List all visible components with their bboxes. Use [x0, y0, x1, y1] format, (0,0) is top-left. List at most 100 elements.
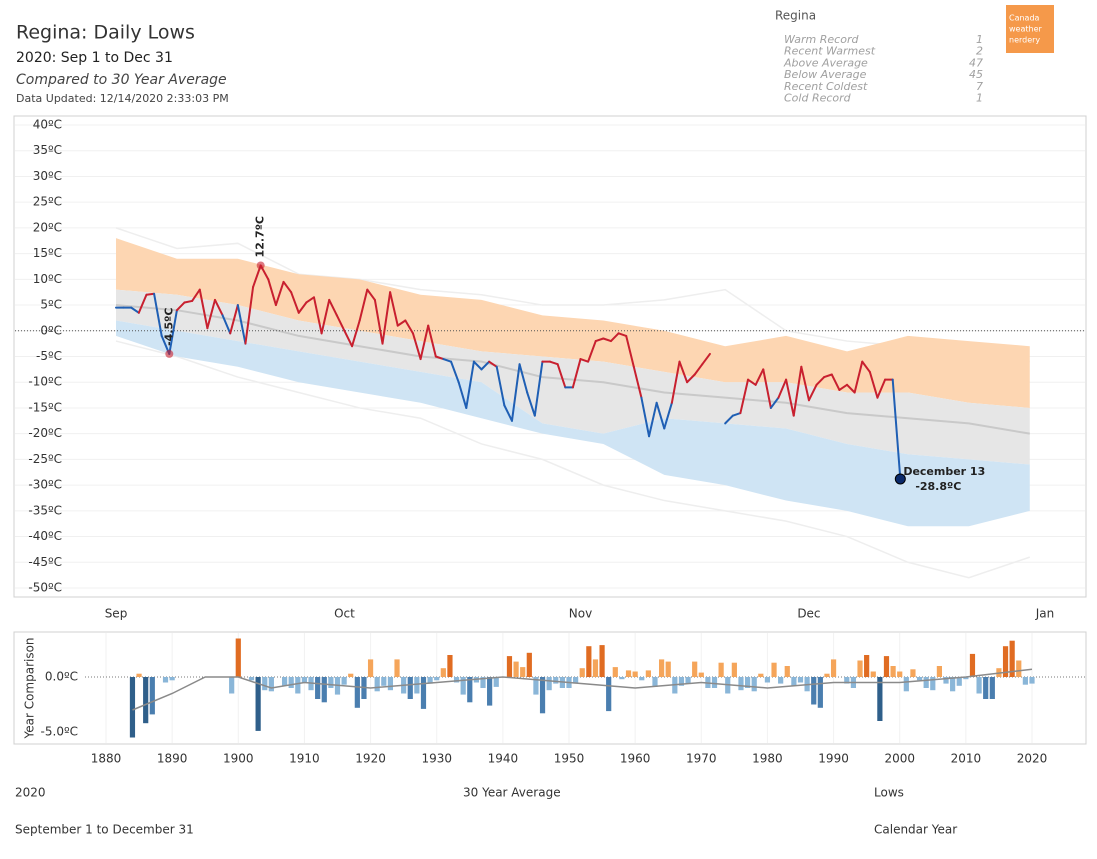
bar — [295, 677, 301, 694]
daily-low-segment — [754, 368, 765, 386]
daily-low-segment — [351, 319, 361, 348]
bar — [414, 677, 420, 694]
bar — [778, 677, 784, 684]
comparison-note: Compared to 30 Year Average — [16, 72, 227, 88]
summary-label: Warm Record — [784, 33, 859, 46]
bar — [956, 677, 962, 686]
y-tick-label: 40ºC — [33, 118, 62, 132]
bar — [573, 677, 579, 684]
daily-low-segment — [130, 306, 140, 314]
y-tick-label: 15ºC — [33, 246, 62, 260]
bar — [539, 677, 546, 714]
daily-low-segment — [472, 360, 483, 371]
daily-low-segment — [663, 401, 673, 430]
daily-low-segment — [792, 365, 803, 417]
bar — [870, 671, 876, 677]
bar — [315, 677, 321, 699]
daily-low-segment — [290, 291, 300, 314]
bar — [381, 677, 387, 686]
y-tick-label: -10ºC — [28, 375, 62, 389]
y-tick-label: -25ºC — [28, 452, 62, 466]
daily-low-segment — [343, 329, 354, 348]
daily-low-segment — [838, 383, 849, 391]
daily-low-segment — [876, 378, 887, 399]
y-tick-label: -5ºC — [36, 349, 62, 363]
bar — [281, 677, 288, 686]
x-tick-label: 1960 — [620, 752, 651, 766]
daily-low-segment — [236, 304, 247, 345]
daily-low-segment — [465, 360, 475, 409]
bar — [420, 677, 427, 709]
summary-value: 47 — [969, 56, 983, 69]
daily-low-segment — [762, 368, 772, 409]
bar — [1009, 640, 1015, 677]
y-axis-label: Year Comparison — [23, 637, 37, 739]
summary-title: Regina — [775, 9, 816, 23]
y-tick-label: -40ºC — [28, 529, 62, 543]
bar — [262, 677, 268, 691]
daily-low-segment — [427, 324, 437, 358]
bar — [969, 653, 976, 677]
x-tick-label: 1990 — [818, 752, 849, 766]
bar — [341, 677, 347, 685]
bar — [645, 670, 651, 677]
x-tick-label: 1900 — [223, 752, 254, 766]
bar — [520, 667, 526, 677]
daily-low-segment — [312, 296, 323, 335]
daily-low-segment — [747, 378, 757, 386]
daily-low-segment — [320, 298, 331, 335]
bar — [830, 659, 837, 677]
daily-low-segment — [769, 396, 780, 409]
daily-low-segment — [282, 280, 293, 294]
bar — [824, 673, 830, 677]
summary-label: Recent Warmest — [784, 45, 876, 58]
bar — [784, 666, 790, 677]
daily-low-segment — [145, 292, 156, 296]
badge-box — [1006, 5, 1054, 53]
daily-low-segment — [457, 381, 468, 409]
x-tick-label: 2010 — [951, 752, 982, 766]
bar — [625, 670, 632, 677]
bar — [791, 677, 797, 686]
bar — [162, 677, 169, 683]
bar — [903, 677, 909, 692]
daily-low-segment — [830, 373, 841, 391]
bar — [460, 677, 466, 695]
x-tick-label: Jan — [1035, 607, 1055, 621]
bar — [698, 672, 704, 677]
bar — [744, 677, 751, 688]
daily-low-segment — [807, 383, 818, 402]
summary-value: 2 — [976, 45, 983, 58]
y-tick-label: 20ºC — [33, 220, 62, 234]
bar — [652, 677, 658, 687]
daily-low-segment — [579, 358, 590, 363]
daily-low-segment — [183, 299, 194, 304]
normal-band — [116, 289, 1030, 465]
summary-value: 45 — [969, 68, 983, 81]
summary-label: Above Average — [783, 56, 868, 69]
bar — [711, 677, 718, 688]
daily-low-segment — [632, 365, 643, 399]
daily-low-segment — [503, 404, 513, 422]
bar — [844, 677, 850, 684]
bar — [394, 659, 400, 677]
bar — [678, 677, 685, 686]
daily-low-segment — [175, 301, 186, 312]
bar — [943, 677, 949, 684]
x-tick-label: 1950 — [554, 752, 585, 766]
summary-value: 1 — [976, 92, 983, 105]
bar — [447, 655, 453, 677]
daily-low-segment — [137, 293, 148, 314]
value-label: 12.7ºC — [254, 216, 267, 257]
daily-low-segment — [556, 363, 567, 389]
footer-text: Lows — [874, 786, 904, 800]
bar — [579, 668, 585, 677]
y-tick-label: 30ºC — [33, 169, 62, 183]
bar — [923, 677, 929, 688]
daily-low-segment — [510, 363, 521, 422]
daily-low-segment — [450, 360, 460, 384]
daily-low-segment — [419, 324, 430, 361]
point — [165, 349, 174, 358]
daily-low-segment — [571, 358, 582, 389]
